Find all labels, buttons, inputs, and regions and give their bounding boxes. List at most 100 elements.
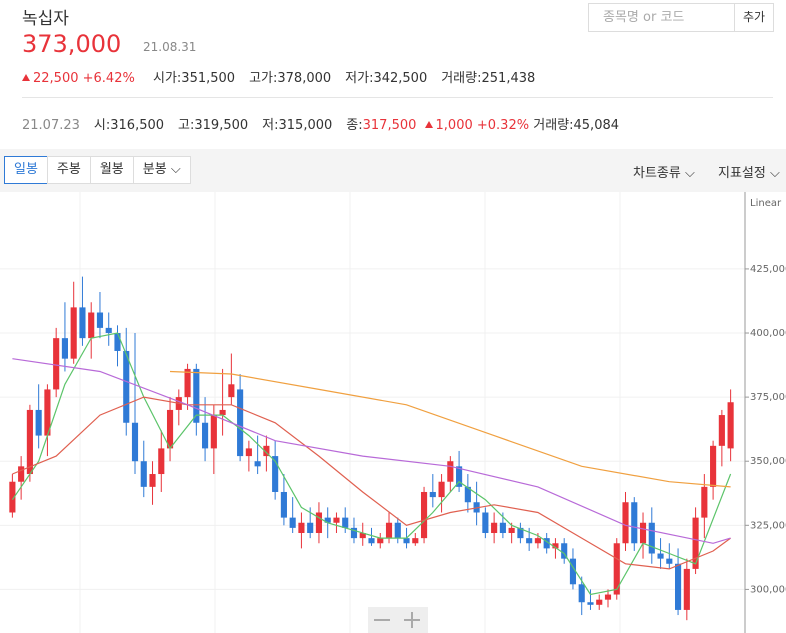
candle-body [526,538,533,544]
candle-body [604,594,612,600]
y-tick-label: 375,000 [750,392,786,403]
candle-body [105,327,112,334]
y-tick-label: 400,000 [750,328,786,339]
indicator-menu[interactable]: 지표설정 ⌵ [718,166,780,181]
chart: Linear 300,000 325,000 350,000 375,000 400,00… [0,192,786,633]
colon: : [369,71,374,86]
stat-label: 시가 [152,71,177,86]
y-tick-label: 350,000 [750,456,786,467]
candle-body [657,553,664,559]
candle-body [596,599,603,605]
hover-value: 317,500 [362,118,417,133]
colon: : [477,71,482,86]
candle-body [543,538,550,549]
candle-body [701,486,708,518]
candle-body [228,384,235,398]
candle-body [307,522,314,534]
candle-body [131,422,139,462]
candle-body [727,402,734,449]
stock-name: 녹십자 [22,9,69,29]
candle-body [412,538,419,544]
hover-change-pct: +0.32% [476,118,530,133]
candle-body [368,538,375,544]
candle-body [149,474,156,487]
date: 21.08.31 [143,40,197,54]
up-arrow [424,121,433,128]
zoom-in-bar [411,612,413,628]
candle-body [447,461,454,482]
candle-body [35,409,42,436]
candle-body [569,558,577,585]
stat-value: 378,000 [277,71,332,86]
volume: 45,084 [573,118,620,133]
candle-body [184,368,191,398]
candle-body [158,448,165,475]
candle-body [639,522,647,544]
candle-body [254,461,261,467]
zoom-controls [368,607,428,633]
y-tick-label: 300,000 [750,584,786,595]
hover-value: 316,500 [110,118,165,133]
stat-label: 저가 [345,71,370,86]
y-tick-label: 425,000 [750,264,786,275]
candle-body [26,409,33,475]
candle-body [53,338,60,390]
candle-body [464,486,471,503]
stat-value: 351,500 [181,71,236,86]
colon: : [272,71,278,86]
candle-body [710,445,717,487]
candle-body [237,389,244,457]
hover-value: 315,000 [278,118,333,133]
candle-body [114,333,121,351]
up-arrow [22,74,30,81]
candle-body [508,527,515,534]
candle-body [622,502,629,544]
candle-body [692,517,699,569]
candle-body [666,558,673,564]
candle-body [613,543,620,595]
candle-body [456,466,463,487]
candle-body [491,522,498,534]
candle-body [280,491,287,518]
candle-body [61,338,68,359]
candle-body [315,512,323,534]
candle-body [263,445,270,457]
stat-label: 고가 [249,71,273,86]
colon: : [176,71,182,86]
zoom-out[interactable] [374,619,390,621]
candle-body [96,312,104,328]
tab[interactable]: 주봉 [46,156,90,184]
candle-body [272,456,279,492]
candle-body [403,538,410,544]
search-input[interactable]: 종목명 or 코드 [588,3,735,32]
candle-body [123,350,130,423]
tab[interactable]: 월봉 [89,156,133,184]
chart-type-menu[interactable]: 차트종류 ⌵ [633,166,695,181]
candle-body [140,461,147,487]
candle-body [359,533,366,539]
candle-body [675,563,682,610]
hover-value: 319,500 [194,118,249,133]
candle-body [394,522,401,539]
tab[interactable]: 분봉 ⌵ [132,156,191,184]
add-button[interactable]: 추가 [734,3,774,32]
stat-value: 342,500 [373,71,428,86]
candle-body [18,466,25,482]
change-pct: +6.42% [82,71,135,86]
candle-body [385,522,393,539]
candle-body [166,409,174,449]
price: 373,000 [22,30,122,58]
tab[interactable]: 일봉 [4,156,47,184]
candle-body [552,543,559,549]
candle-body [44,389,51,436]
candle-body [561,543,568,559]
moving-average [12,396,731,570]
hover-label: 시 [93,118,106,133]
candle-body [9,481,16,513]
candle-body [219,409,226,416]
candle-body [517,527,524,539]
change: 22,500 [33,71,79,86]
candle-body [420,491,428,539]
stats-row: 22,500 +6.42% 시가:351,500 고가:378,000 저가:342… [22,67,535,86]
